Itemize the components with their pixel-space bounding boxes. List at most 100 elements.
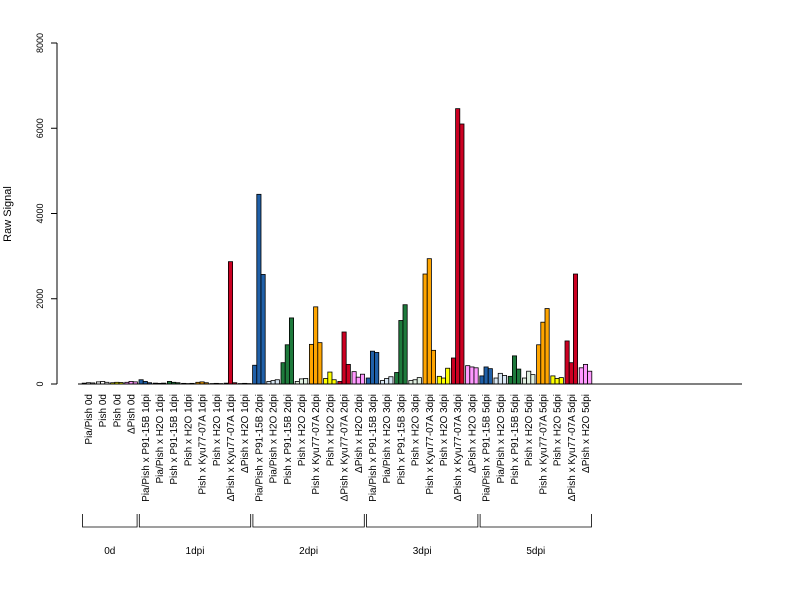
x-tick-label: Pish x H2O 1dpi bbox=[212, 394, 223, 466]
x-tick-label: Pish x H2O 5dpi bbox=[553, 394, 564, 466]
x-tick-label: ΔPish x H2O 5dpi bbox=[581, 394, 592, 473]
bar bbox=[138, 379, 144, 385]
y-tick-label: 8000 bbox=[35, 33, 45, 53]
bar bbox=[522, 377, 528, 385]
x-tick-label: Pia/Pish x H2O 3dpi bbox=[382, 394, 393, 484]
bar bbox=[554, 378, 560, 385]
x-tick-label: Pish x H2O 1dpi bbox=[183, 394, 194, 466]
bar bbox=[459, 123, 465, 385]
bar bbox=[388, 376, 394, 385]
bar bbox=[544, 308, 550, 385]
bar bbox=[487, 368, 493, 385]
bar bbox=[526, 370, 532, 385]
bar bbox=[587, 370, 593, 385]
bar bbox=[394, 372, 400, 385]
group-bracket bbox=[252, 514, 365, 528]
bars bbox=[81, 108, 593, 385]
bar bbox=[317, 342, 323, 385]
x-tick-label: ΔPish x Kyu77-07A 3dpi bbox=[453, 394, 464, 501]
x-tick-label: Pish x H2O 3dpi bbox=[439, 394, 450, 466]
x-tick-label: Pia/Pish x H2O 2dpi bbox=[269, 394, 280, 484]
x-tick-label: Pish 0d bbox=[112, 394, 123, 427]
x-tick-label: ΔPish x Kyu77-07A 5dpi bbox=[567, 394, 578, 501]
bar bbox=[501, 375, 507, 385]
bar bbox=[412, 379, 418, 385]
bar bbox=[288, 317, 294, 385]
bar bbox=[351, 371, 357, 385]
bar bbox=[479, 375, 485, 385]
bar bbox=[483, 366, 489, 385]
bar bbox=[445, 367, 451, 385]
bar bbox=[426, 258, 432, 385]
bar bbox=[465, 365, 471, 385]
x-tick-label: ΔPish x H2O 1dpi bbox=[240, 394, 251, 473]
x-tick-label: Pish x Kyu77-07A 1dpi bbox=[198, 394, 209, 495]
bar bbox=[345, 363, 351, 385]
bar bbox=[252, 364, 258, 385]
group-label: 1dpi bbox=[186, 546, 205, 557]
bar bbox=[422, 273, 428, 385]
bar bbox=[256, 193, 262, 385]
y-tick-label: 4000 bbox=[35, 203, 45, 223]
bar bbox=[270, 380, 276, 385]
bar bbox=[440, 377, 446, 385]
bar bbox=[303, 378, 309, 385]
x-tick-label: Pish x P91-15B 1dpi bbox=[169, 394, 180, 485]
group-bracket bbox=[138, 514, 252, 528]
bar bbox=[558, 377, 564, 385]
x-tick-label: ΔPish x Kyu77-07A 2dpi bbox=[340, 394, 351, 501]
x-tick-label: Pish x P91-15B 2dpi bbox=[283, 394, 294, 485]
x-tick-label: Pia/Pish x H2O 1dpi bbox=[155, 394, 166, 484]
bar bbox=[280, 362, 286, 385]
bar bbox=[550, 375, 556, 385]
bar bbox=[568, 362, 574, 385]
bar bbox=[369, 350, 375, 385]
x-tick-label: Pish x H2O 2dpi bbox=[325, 394, 336, 466]
x-tick-label: Pish x Kyu77-07A 2dpi bbox=[311, 394, 322, 495]
x-tick-label: Pish x P91-15B 3dpi bbox=[396, 394, 407, 485]
x-tick-label: Pia/Pish x P91-15B 3dpi bbox=[368, 394, 379, 502]
x-tick-label: ΔPish x H2O 3dpi bbox=[467, 394, 478, 473]
group-label: 0d bbox=[104, 546, 115, 557]
x-tick-label: ΔPish x H2O 2dpi bbox=[354, 394, 365, 473]
bar bbox=[497, 372, 503, 385]
bar bbox=[455, 108, 461, 385]
bar bbox=[313, 306, 319, 385]
bar bbox=[493, 377, 499, 385]
bar bbox=[284, 344, 290, 385]
bar bbox=[260, 274, 266, 385]
bar bbox=[379, 380, 385, 385]
bar bbox=[374, 352, 380, 385]
group-label: 2dpi bbox=[299, 546, 318, 557]
group-brackets: 0d 1dpi 2dpi 3dpi 5dpi bbox=[82, 514, 592, 557]
bar bbox=[530, 374, 536, 385]
bar bbox=[398, 320, 404, 385]
bar bbox=[578, 367, 584, 385]
y-tick-label: 2000 bbox=[35, 289, 45, 309]
bar bbox=[341, 331, 347, 385]
x-tick-label: ΔPish x Kyu77-07A 1dpi bbox=[226, 394, 237, 501]
group-bracket bbox=[82, 514, 138, 528]
bar bbox=[436, 375, 442, 385]
bar bbox=[359, 373, 365, 385]
x-tick-label: Pish x Kyu77-07A 5dpi bbox=[538, 394, 549, 495]
x-tick-label: Pish 0d bbox=[98, 394, 109, 427]
group-bracket bbox=[479, 514, 592, 528]
x-tick-label: Pia/Pish 0d bbox=[84, 394, 95, 445]
x-tick-label: Pish x H2O 3dpi bbox=[411, 394, 422, 466]
bar bbox=[450, 357, 456, 385]
group-bracket bbox=[366, 514, 479, 528]
bar bbox=[564, 340, 570, 385]
group-label: 3dpi bbox=[413, 546, 432, 557]
y-axis: 0 2000 4000 6000 8000 bbox=[35, 33, 58, 387]
bar bbox=[408, 380, 414, 385]
group-label: 5dpi bbox=[526, 546, 545, 557]
bar bbox=[512, 355, 518, 385]
x-tick-label: Pish x H2O 5dpi bbox=[524, 394, 535, 466]
bar bbox=[469, 366, 475, 385]
bar bbox=[331, 379, 337, 385]
bar bbox=[298, 378, 304, 385]
bar bbox=[227, 261, 233, 385]
bar bbox=[536, 344, 542, 385]
